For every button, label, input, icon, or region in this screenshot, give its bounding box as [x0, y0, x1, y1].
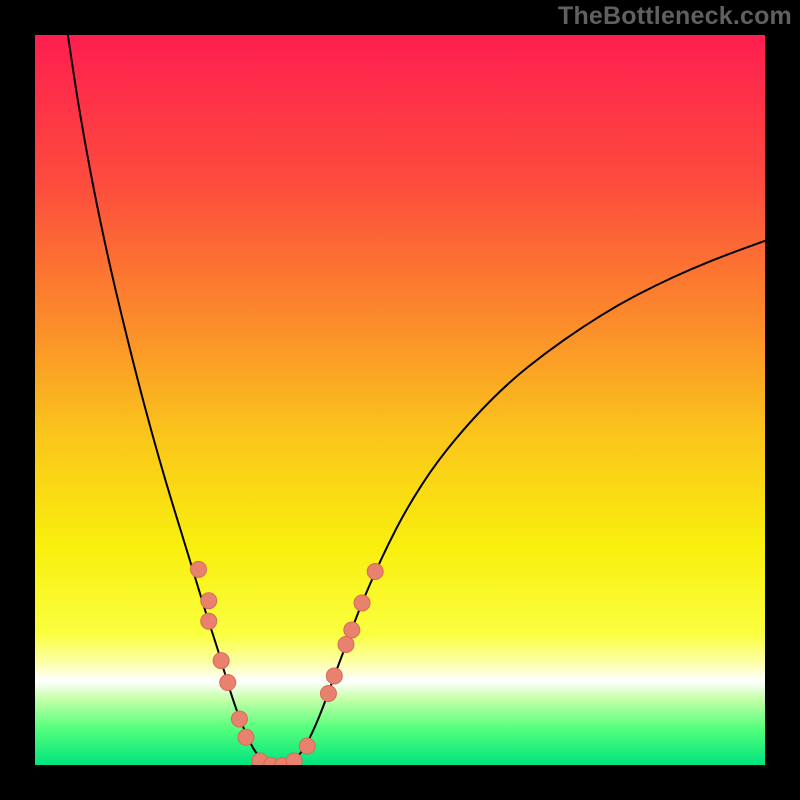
markers-left-point	[213, 653, 229, 669]
markers-left-point	[220, 675, 236, 691]
markers-left-point	[238, 729, 254, 745]
markers-right-point	[320, 685, 336, 701]
markers-right-point	[354, 595, 370, 611]
watermark-label: TheBottleneck.com	[558, 2, 792, 31]
markers-right-point	[344, 622, 360, 638]
chart-svg	[0, 0, 800, 800]
plot-background	[35, 35, 765, 765]
markers-left-point	[231, 711, 247, 727]
markers-left-point	[201, 613, 217, 629]
markers-left-point	[201, 593, 217, 609]
chart-root: TheBottleneck.com	[0, 0, 800, 800]
markers-right-point	[338, 637, 354, 653]
markers-right-point	[326, 668, 342, 684]
markers-right-point	[367, 564, 383, 580]
markers-bottom-point	[299, 738, 315, 754]
markers-left-point	[191, 561, 207, 577]
